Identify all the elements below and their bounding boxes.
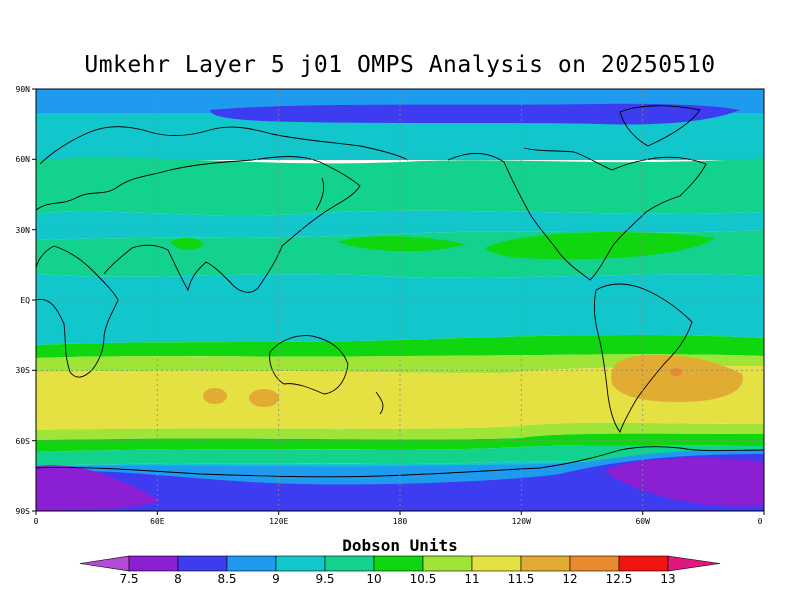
- colorbar-swatch-above: [667, 555, 721, 572]
- coast-newzealand: [375, 391, 384, 415]
- colorbar-label-8: 8: [174, 572, 182, 586]
- colorbar-label-9: 9: [272, 572, 280, 586]
- coast-australia: [269, 335, 349, 395]
- coast-africa: [36, 245, 119, 378]
- coast-japan: [315, 177, 325, 211]
- colorbar-swatches: [79, 555, 721, 572]
- band-9.75-north: [36, 157, 764, 216]
- lat-axis: 90N 60N 30N EQ 30S 60S 90S: [16, 85, 36, 516]
- band-10.25-sub60: [36, 433, 764, 452]
- lon-axis: 0 60E 120E 180 120W 60W 0: [34, 511, 765, 526]
- coast-greenland: [619, 105, 701, 147]
- india-high: [170, 237, 204, 250]
- pacific-subtropical-high: [338, 236, 465, 252]
- band-10.75-south: [36, 354, 764, 374]
- colorbar-title: Dobson Units: [342, 536, 458, 555]
- colorbar-swatch: [324, 555, 375, 572]
- coast-south-america: [593, 283, 693, 433]
- atlantic-subtropical-high: [485, 232, 715, 260]
- colorbar-swatch: [275, 555, 326, 572]
- lon-tick-60W: 60W: [635, 517, 650, 526]
- lat-tick-EQ: EQ: [20, 296, 30, 305]
- lat-tick-90S: 90S: [16, 507, 31, 516]
- colorbar-label-8.5: 8.5: [217, 572, 236, 586]
- lat-tick-30S: 30S: [16, 366, 31, 375]
- colorbar-label-12.5: 12.5: [606, 572, 633, 586]
- coast-north-america: [447, 147, 707, 281]
- colorbar-label-11.5: 11.5: [508, 572, 535, 586]
- grid-lines: [36, 89, 764, 511]
- lon-tick-60E: 60E: [150, 517, 165, 526]
- map-title: Umkehr Layer 5 j01 OMPS Analysis on 2025…: [84, 52, 716, 78]
- coast-eurasia: [36, 156, 361, 293]
- band-10.75-sub60: [36, 422, 764, 440]
- colorbar-label-9.5: 9.5: [315, 572, 334, 586]
- coast-antarctica: [36, 446, 764, 478]
- colorbar-swatch: [569, 555, 620, 572]
- colorbar-swatch-below: [79, 555, 130, 572]
- colorbar-label-10.5: 10.5: [410, 572, 437, 586]
- band-10.25-south: [36, 334, 764, 358]
- colorbar-swatch: [226, 555, 277, 572]
- lon-tick-0-end: 0: [758, 517, 763, 526]
- lon-tick-120E: 120E: [269, 517, 288, 526]
- lon-tick-0: 0: [34, 517, 39, 526]
- south-atlantic-max: [611, 354, 743, 402]
- coastlines: [36, 105, 764, 478]
- lon-tick-120W: 120W: [512, 517, 531, 526]
- lat-tick-30N: 30N: [16, 226, 31, 235]
- antarctic-band-8.25: [36, 454, 764, 511]
- colorbar-swatch: [373, 555, 424, 572]
- colorbar-label-10: 10: [366, 572, 381, 586]
- colorbar-labels: 7.5 8 8.5 9 9.5 10 10.5 11 11.5 12 12.5 …: [119, 572, 675, 586]
- lon-tick-180: 180: [393, 517, 408, 526]
- colorbar-label-11: 11: [464, 572, 479, 586]
- colorbar-label-7.5: 7.5: [119, 572, 138, 586]
- lat-tick-90N: 90N: [16, 85, 31, 94]
- colorbar-swatch: [471, 555, 522, 572]
- colorbar-swatch: [177, 555, 228, 572]
- coast-europe-north: [39, 126, 409, 165]
- indian-ocean-max-2: [249, 389, 279, 407]
- band-11.25-south: [36, 366, 764, 430]
- colorbar-swatch: [422, 555, 473, 572]
- colorbar-label-13: 13: [660, 572, 675, 586]
- indian-ocean-max-1: [203, 388, 227, 404]
- lat-tick-60N: 60N: [16, 155, 31, 164]
- antarctic-low-east: [606, 457, 764, 507]
- north-polar-low: [210, 103, 740, 125]
- lat-tick-60S: 60S: [16, 437, 31, 446]
- colorbar-swatch: [128, 555, 179, 572]
- antarctic-low-west: [36, 465, 160, 511]
- colorbar-swatch: [520, 555, 571, 572]
- colorbar-label-12: 12: [562, 572, 577, 586]
- colorbar-swatch: [618, 555, 669, 572]
